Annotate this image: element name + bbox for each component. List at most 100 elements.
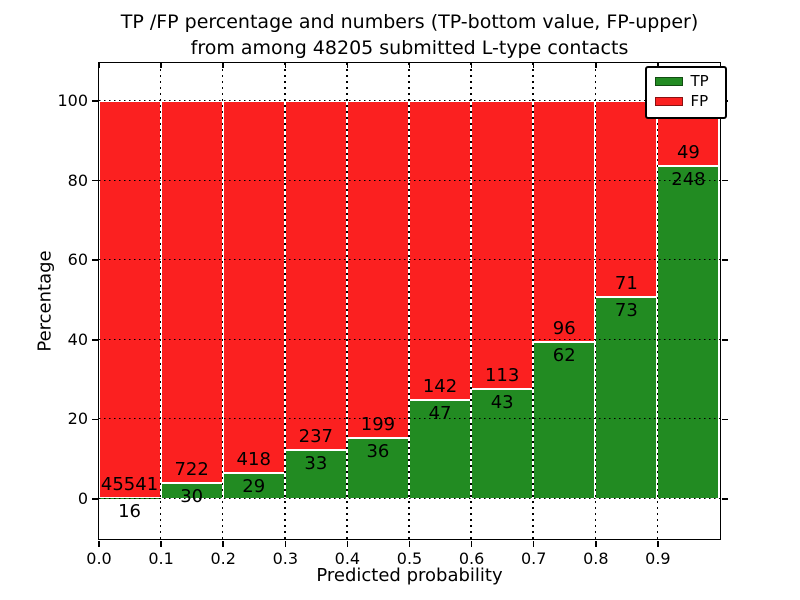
y-tick-right [721,259,728,261]
x-tick [532,540,535,547]
x-tick-label: 0.3 [272,549,299,568]
bar-count-label-fp: 199 [360,413,396,435]
bar-column [657,63,720,539]
gridline-vertical [656,62,659,539]
gridline-vertical [532,62,534,539]
x-tick-label: 0.1 [148,549,174,568]
bar-count-label-tp: 29 [242,475,266,497]
bar-column [471,63,534,539]
legend-item-tp: TP [654,72,719,92]
gridline-vertical [221,62,224,539]
y-tick-label: 40 [67,329,88,349]
bar-fp-segment [595,100,658,297]
y-tick [91,339,98,341]
bar-tp-segment [595,296,658,499]
bar-count-label-fp: 45541 [100,474,159,496]
bar-count-label-tp: 33 [304,452,328,474]
bar-count-label-tp: 30 [180,485,204,507]
bar-column [284,63,347,539]
legend-swatch-tp-icon [654,77,683,86]
bar-count-label-fp: 96 [552,318,576,340]
plot-area: 45541 16 722 30 418 29 237 33 199 36 142 47 113 43 96 6… [97,61,727,540]
y-tick [91,100,98,102]
legend-swatch-fp-icon [654,97,683,106]
y-tick [91,179,98,182]
x-tick-label: 0.2 [210,549,236,568]
bar-column [346,63,409,539]
bar-fp-segment [160,100,223,483]
legend: TP FP [644,65,727,119]
bar-count-label-fp: 113 [484,364,520,386]
bar-column [409,63,472,539]
bar-column [98,63,161,539]
x-tick [222,540,224,547]
y-tick-label: 100 [57,91,88,110]
bar-fp-segment [346,100,409,438]
x-tick [346,540,349,547]
x-tick-label: 0.9 [645,549,671,568]
gridline-vertical [284,62,286,539]
bar-count-label-fp: 142 [422,375,458,397]
x-tick-label: 0.8 [583,549,609,568]
bar-tp-segment [409,399,472,499]
y-tick [91,259,98,261]
x-tick [470,540,473,547]
x-tick-top [98,63,100,68]
bar-column [222,63,285,539]
bar-count-label-fp: 49 [676,142,700,164]
gridline-vertical [346,62,348,539]
x-tick [160,540,162,547]
y-tick-label: 0 [77,489,88,508]
chart-title: TP /FP percentage and numbers (TP-bottom… [99,9,720,61]
y-tick-right [721,418,728,421]
bar-count-label-tp: 62 [552,345,576,367]
bar-count-label-fp: 722 [174,458,209,480]
bar-fp-segment [222,100,285,473]
chart-title-line2: from among 48205 submitted L-type contac… [190,37,629,59]
x-tick-label: 0.7 [520,549,547,568]
x-tick-label: 0.0 [86,549,112,568]
bar-fp-segment [98,100,161,499]
bar-fp-segment [284,100,347,450]
x-tick [595,540,597,547]
legend-item-fp: FP [654,92,719,112]
legend-label-fp: FP [690,92,709,110]
bar-count-label-tp: 16 [118,501,141,523]
y-tick-label: 20 [67,409,88,429]
bar-count-label-tp: 73 [614,299,638,321]
gridline-vertical [159,62,162,539]
bar-column [533,63,596,539]
bar-count-label-tp: 248 [671,169,706,191]
bar-fp-segment [409,100,472,400]
x-axis-label: Predicted probability [316,565,503,586]
x-tick-label: 0.5 [396,549,423,568]
y-tick [91,498,98,500]
gridline-vertical [594,62,597,539]
bar-count-label-tp: 36 [366,440,390,462]
chart-title-line1: TP /FP percentage and numbers (TP-bottom… [120,11,699,33]
bar-count-label-tp: 43 [490,391,514,413]
bar-count-label-fp: 71 [614,272,638,294]
x-tick [98,540,100,547]
y-tick-right [721,339,728,341]
bar-fp-segment [533,100,596,343]
y-axis-label: Percentage [34,250,56,352]
x-tick [657,540,659,547]
bar-tp-segment [657,166,720,499]
x-tick-label: 0.6 [458,549,485,568]
y-tick [91,418,98,421]
y-tick-label: 60 [67,250,88,270]
x-tick [408,540,411,547]
bar-fp-segment [471,100,534,389]
legend-label-tp: TP [690,72,709,90]
bar-count-label-fp: 237 [298,425,334,447]
gridline-vertical [408,62,410,539]
x-tick-label: 0.4 [334,549,361,568]
gridline-vertical [470,62,472,539]
x-tick [284,540,287,547]
y-tick-right [721,179,728,182]
bar-tp-segment [222,472,285,499]
bar-count-label-tp: 47 [428,402,452,424]
bar-count-label-fp: 418 [236,448,271,470]
